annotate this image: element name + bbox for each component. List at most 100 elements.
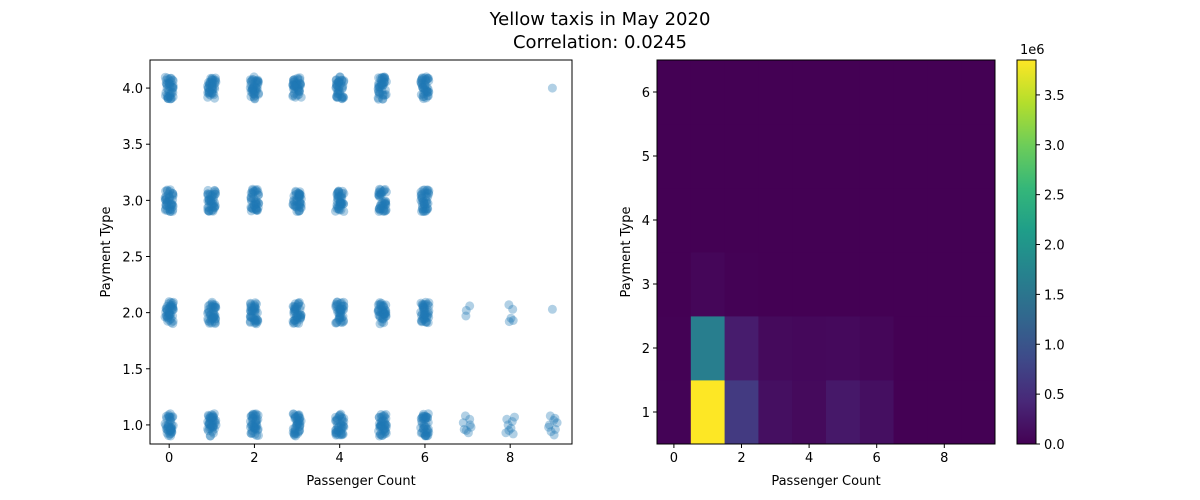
scatter-point [209, 312, 219, 322]
scatter-point [374, 426, 384, 436]
scatter-point [250, 417, 260, 427]
scatter-point [251, 318, 261, 327]
scatter-point [167, 427, 177, 437]
scatter-point [503, 420, 513, 430]
scatter-point [421, 192, 431, 201]
scatter-point [337, 94, 347, 103]
scatter-point [289, 302, 299, 312]
scatter-point [290, 306, 300, 316]
scatter-point [253, 76, 263, 86]
scatter-point [162, 83, 172, 93]
scatter-point [417, 193, 427, 203]
scatter-point [417, 201, 427, 211]
scatter-x-axis-label: Passenger Count [306, 474, 415, 489]
scatter-point [422, 185, 432, 195]
scatter-point [290, 74, 300, 84]
heatmap-cell [690, 188, 725, 253]
scatter-point [418, 300, 428, 310]
scatter-point [292, 411, 302, 421]
scatter-point [162, 185, 172, 195]
scatter-point [293, 188, 303, 198]
scatter-point [417, 418, 427, 428]
scatter-point [163, 92, 173, 102]
scatter-point [254, 430, 263, 440]
scatter-point [165, 79, 175, 89]
scatter-point [168, 83, 178, 93]
scatter-point [291, 304, 301, 314]
scatter-point [418, 83, 428, 93]
scatter-point [336, 78, 346, 88]
scatter-point [379, 77, 389, 87]
scatter-point [331, 412, 341, 422]
scatter-point [296, 190, 306, 200]
scatter-point [248, 428, 257, 438]
scatter-point [248, 306, 258, 316]
scatter-point [249, 302, 259, 312]
scatter-point [210, 203, 220, 213]
scatter-point [160, 72, 170, 82]
scatter-point [167, 87, 177, 97]
scatter-point [423, 199, 433, 208]
scatter-point [290, 423, 300, 433]
scatter-point [160, 193, 170, 203]
scatter-point [379, 300, 388, 310]
heatmap-cell [792, 188, 827, 253]
scatter-point [295, 79, 305, 89]
scatter-point [206, 303, 216, 313]
heatmap-cell [893, 316, 928, 381]
scatter-point [247, 303, 257, 313]
scatter-point [247, 188, 257, 198]
scatter-y-tick-label: 2.5 [122, 250, 143, 265]
scatter-point [247, 312, 257, 322]
scatter-point [251, 423, 261, 433]
scatter-point [380, 85, 390, 95]
scatter-point [205, 413, 214, 423]
scatter-point [290, 427, 300, 437]
scatter-point [419, 309, 429, 319]
scatter-point [336, 201, 346, 211]
scatter-point [336, 429, 346, 439]
scatter-point [253, 316, 263, 326]
scatter-point [292, 314, 302, 324]
heatmap-cell [927, 316, 962, 381]
scatter-point [376, 307, 386, 317]
scatter-y-tick-label: 1.5 [122, 363, 143, 378]
scatter-point [463, 428, 473, 438]
scatter-point [378, 206, 388, 216]
figure-title: Yellow taxis in May 2020 [489, 9, 711, 30]
scatter-point [249, 92, 259, 102]
scatter-point [164, 299, 174, 309]
scatter-point [419, 89, 428, 99]
heatmap-cell [758, 252, 793, 317]
scatter-point [205, 78, 215, 88]
scatter-point [251, 203, 261, 213]
scatter-point [161, 204, 171, 214]
scatter-point [549, 430, 559, 440]
heatmap-cell [826, 252, 861, 317]
scatter-point [332, 188, 342, 198]
scatter-point [253, 424, 263, 434]
scatter-point [166, 93, 176, 103]
scatter-point [332, 305, 342, 315]
scatter-point [252, 315, 262, 325]
scatter-point [207, 191, 217, 201]
scatter-point [252, 186, 262, 196]
scatter-point [294, 192, 304, 202]
scatter-point [421, 75, 431, 85]
scatter-point [205, 413, 215, 423]
scatter-point [423, 87, 433, 97]
scatter-point [252, 185, 262, 194]
scatter-point [375, 431, 384, 441]
scatter-point [208, 416, 218, 426]
scatter-point [210, 311, 220, 320]
heatmap-cell [961, 124, 996, 189]
scatter-point [163, 422, 173, 432]
scatter-point [289, 195, 299, 205]
scatter-point [163, 94, 173, 103]
scatter-point [164, 74, 174, 84]
scatter-point [379, 429, 389, 439]
scatter-point [336, 306, 346, 316]
scatter-point [334, 422, 344, 432]
scatter-point [210, 198, 220, 208]
scatter-point [208, 78, 218, 88]
